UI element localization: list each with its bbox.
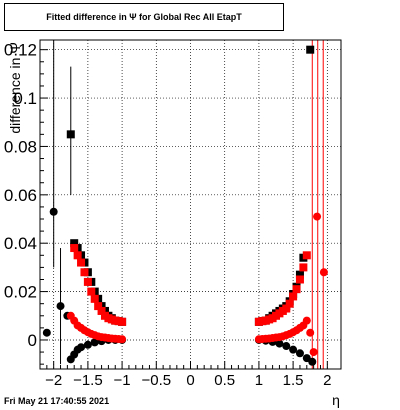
data-point — [77, 343, 86, 352]
data-point — [289, 345, 298, 354]
data-point — [292, 285, 301, 294]
x-tick-label: 2 — [323, 372, 331, 389]
y-tick-label: 0.04 — [4, 234, 37, 253]
timestamp: Fri May 21 17:40:55 2021 — [4, 396, 110, 406]
x-tick-label: −1 — [114, 372, 131, 389]
x-tick-label: −1.5 — [73, 372, 103, 389]
data-point — [73, 251, 82, 260]
data-point — [295, 275, 304, 284]
x-tick-label: −0.5 — [141, 372, 171, 389]
x-tick-label: 1 — [255, 372, 263, 389]
x-tick-label: 0 — [186, 372, 194, 389]
data-point — [302, 316, 311, 325]
y-tick-label: 0.12 — [4, 41, 37, 60]
data-point — [97, 306, 106, 315]
x-tick-label: 1.5 — [283, 372, 304, 389]
data-point — [87, 287, 96, 296]
grid — [40, 40, 341, 369]
data-point — [299, 263, 308, 272]
series-markers — [42, 45, 328, 366]
data-point — [56, 302, 65, 311]
data-point — [295, 349, 304, 358]
data-point — [313, 212, 322, 221]
data-point — [42, 328, 51, 337]
x-tick-label: −2 — [45, 372, 62, 389]
data-point — [77, 258, 86, 267]
data-point — [306, 328, 315, 337]
data-point — [66, 130, 75, 139]
data-point — [285, 299, 294, 308]
data-point — [94, 302, 103, 311]
y-tick-label: 0.08 — [4, 137, 37, 156]
x-tick-label: 0.5 — [214, 372, 235, 389]
data-point — [308, 357, 317, 366]
y-axis-label: difference in Ψ — [7, 42, 23, 134]
data-point — [289, 292, 298, 301]
data-point — [49, 207, 58, 216]
data-point — [90, 294, 99, 303]
data-point — [90, 338, 99, 347]
data-point — [70, 239, 79, 248]
x-axis-label: η — [332, 392, 340, 408]
data-point — [302, 251, 311, 260]
chart-title-text: Fitted difference in Ψ for Global Rec Al… — [46, 12, 242, 22]
data-point — [118, 317, 127, 326]
data-point — [295, 270, 304, 279]
data-point — [118, 335, 127, 344]
y-axis-ticks: 0 0.02 0.04 0.06 0.08 0.1 0.12 — [4, 41, 48, 365]
vertical-lines — [311, 40, 324, 369]
chart-title: Fitted difference in Ψ for Global Rec Al… — [4, 3, 284, 31]
y-tick-label: 0.02 — [4, 283, 37, 302]
data-point — [306, 45, 315, 54]
y-tick-label: 0 — [28, 331, 37, 350]
data-point — [83, 277, 92, 286]
data-point — [282, 304, 291, 313]
data-point — [83, 340, 92, 349]
data-point — [309, 348, 318, 357]
data-point — [70, 244, 79, 253]
data-point — [275, 339, 284, 348]
x-axis-ticks: −2 −1.5 −1 −0.5 0 0.5 1 1.5 2 — [45, 361, 331, 389]
y-tick-label: 0.06 — [4, 186, 37, 205]
data-point — [319, 268, 328, 277]
data-point — [282, 342, 291, 351]
y-tick-label: 0.1 — [13, 89, 37, 108]
data-point — [80, 268, 89, 277]
